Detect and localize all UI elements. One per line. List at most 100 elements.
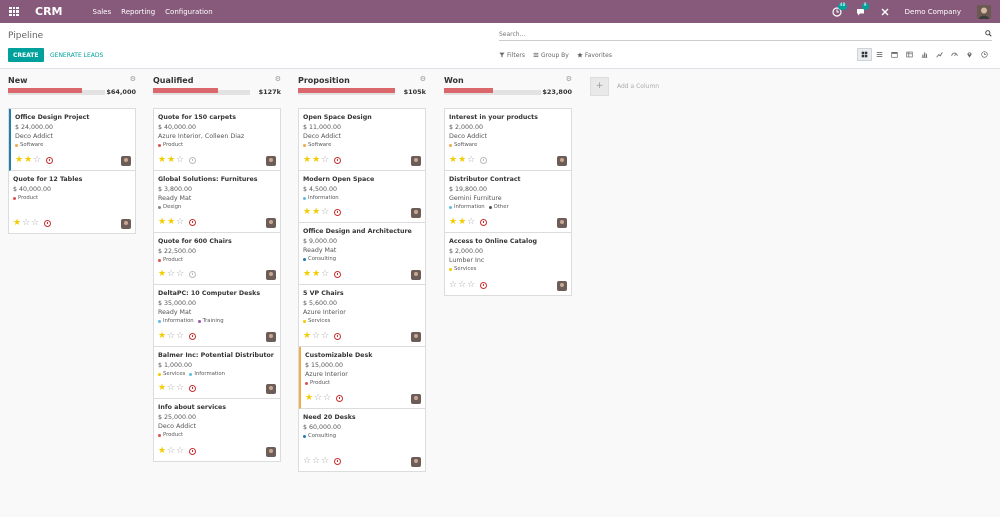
priority-star-icon[interactable]: ★ bbox=[158, 331, 167, 341]
column-title[interactable]: Qualified bbox=[153, 76, 194, 85]
priority-star-icon[interactable]: ☆ bbox=[467, 217, 476, 227]
kanban-card[interactable]: Access to Online Catalog $ 2,000.00 Lumber… bbox=[445, 233, 571, 295]
create-button[interactable]: CREATE bbox=[8, 48, 44, 62]
priority-star-icon[interactable]: ★ bbox=[24, 155, 33, 165]
priority-star-icon[interactable]: ★ bbox=[158, 217, 167, 227]
activity-clock-icon[interactable] bbox=[46, 157, 54, 164]
column-progressbar[interactable]: $23,800 bbox=[444, 88, 572, 97]
calendar-view-icon[interactable] bbox=[887, 48, 902, 61]
priority-star-icon[interactable]: ★ bbox=[303, 207, 312, 217]
priority-star-icon[interactable]: ★ bbox=[312, 207, 321, 217]
activity-clock-icon[interactable] bbox=[189, 448, 197, 455]
kanban-card[interactable]: Customizable Desk $ 15,000.00 Azure Interi… bbox=[299, 347, 425, 409]
priority-star-icon[interactable]: ☆ bbox=[312, 331, 321, 341]
priority-star-icon[interactable]: ★ bbox=[303, 155, 312, 165]
priority-star-icon[interactable]: ☆ bbox=[458, 280, 467, 290]
priority-star-icon[interactable]: ★ bbox=[158, 383, 167, 393]
kanban-card[interactable]: Office Design and Architecture $ 9,000.00… bbox=[299, 223, 425, 285]
messages-chat-icon[interactable]: 9 bbox=[855, 2, 869, 18]
favorites-dropdown[interactable]: Favorites bbox=[577, 52, 612, 59]
menu-item-reporting[interactable]: Reporting bbox=[121, 7, 156, 16]
priority-star-icon[interactable]: ☆ bbox=[176, 155, 185, 165]
gear-icon[interactable]: ⚙ bbox=[129, 75, 136, 83]
kanban-card[interactable]: Office Design Project $ 24,000.00 Deco Add… bbox=[9, 109, 135, 171]
activity-clock-icon[interactable] bbox=[334, 458, 342, 465]
activity-clock-icon[interactable] bbox=[334, 333, 342, 340]
search-icon[interactable] bbox=[985, 30, 992, 37]
kanban-card[interactable]: Global Solutions: Furnitures $ 3,800.00 Re… bbox=[154, 171, 280, 233]
kanban-card[interactable]: Balmer Inc: Potential Distributor $ 1,000… bbox=[154, 347, 280, 399]
priority-star-icon[interactable]: ★ bbox=[303, 269, 312, 279]
priority-star-icon[interactable]: ★ bbox=[158, 269, 167, 279]
column-progressbar[interactable]: $105k bbox=[298, 88, 426, 97]
activity-clock-icon[interactable] bbox=[44, 220, 52, 227]
priority-star-icon[interactable]: ☆ bbox=[167, 269, 176, 279]
dashboard-view-icon[interactable] bbox=[947, 48, 962, 61]
priority-star-icon[interactable]: ☆ bbox=[314, 393, 323, 403]
priority-star-icon[interactable]: ☆ bbox=[303, 456, 312, 466]
priority-star-icon[interactable]: ☆ bbox=[22, 218, 31, 228]
list-view-icon[interactable] bbox=[872, 48, 887, 61]
activity-clock-icon[interactable] bbox=[334, 157, 342, 164]
activity-clock-icon[interactable] bbox=[189, 271, 197, 278]
menu-item-configuration[interactable]: Configuration bbox=[165, 7, 213, 16]
priority-star-icon[interactable]: ☆ bbox=[312, 456, 321, 466]
activity-clock-icon[interactable] bbox=[189, 385, 197, 392]
priority-star-icon[interactable]: ★ bbox=[312, 269, 321, 279]
kanban-card[interactable]: Modern Open Space $ 4,500.00 Information ★ ★… bbox=[299, 171, 425, 223]
priority-star-icon[interactable]: ☆ bbox=[467, 280, 476, 290]
priority-star-icon[interactable]: ★ bbox=[449, 155, 458, 165]
app-brand[interactable]: CRM bbox=[35, 5, 63, 18]
priority-star-icon[interactable]: ★ bbox=[458, 155, 467, 165]
priority-star-icon[interactable]: ☆ bbox=[321, 207, 330, 217]
map-view-icon[interactable] bbox=[962, 48, 977, 61]
kanban-card[interactable]: Quote for 150 carpets $ 40,000.00 Azure In… bbox=[154, 109, 280, 171]
add-column-button[interactable]: + Add a Column bbox=[590, 76, 670, 96]
priority-star-icon[interactable]: ☆ bbox=[167, 383, 176, 393]
priority-star-icon[interactable]: ★ bbox=[458, 217, 467, 227]
priority-star-icon[interactable]: ☆ bbox=[167, 331, 176, 341]
priority-star-icon[interactable]: ☆ bbox=[449, 280, 458, 290]
apps-menu-icon[interactable] bbox=[9, 6, 19, 17]
filters-dropdown[interactable]: Filters bbox=[499, 52, 525, 59]
priority-star-icon[interactable]: ★ bbox=[167, 155, 176, 165]
activity-clock-icon[interactable] bbox=[334, 209, 342, 216]
kanban-card[interactable]: Need 20 Desks $ 60,000.00 Consulting ☆ ☆ ☆ bbox=[299, 409, 425, 471]
column-title[interactable]: Won bbox=[444, 76, 464, 85]
priority-star-icon[interactable]: ☆ bbox=[176, 331, 185, 341]
priority-star-icon[interactable]: ★ bbox=[158, 446, 167, 456]
priority-star-icon[interactable]: ☆ bbox=[176, 269, 185, 279]
kanban-card[interactable]: 5 VP Chairs $ 5,600.00 Azure Interior Servi… bbox=[299, 285, 425, 347]
kanban-card[interactable]: Open Space Design $ 11,000.00 Deco Addict S… bbox=[299, 109, 425, 171]
priority-star-icon[interactable]: ★ bbox=[167, 217, 176, 227]
priority-star-icon[interactable]: ★ bbox=[15, 155, 24, 165]
gear-icon[interactable]: ⚙ bbox=[565, 75, 572, 83]
menu-item-sales[interactable]: Sales bbox=[92, 7, 112, 16]
priority-star-icon[interactable]: ☆ bbox=[176, 446, 185, 456]
activity-clock-icon[interactable] bbox=[480, 282, 488, 289]
priority-star-icon[interactable]: ★ bbox=[312, 155, 321, 165]
user-avatar[interactable] bbox=[977, 4, 991, 19]
groupby-dropdown[interactable]: Group By bbox=[533, 52, 569, 59]
priority-star-icon[interactable]: ★ bbox=[449, 217, 458, 227]
gear-icon[interactable]: ⚙ bbox=[419, 75, 426, 83]
priority-star-icon[interactable]: ★ bbox=[305, 393, 314, 403]
priority-star-icon[interactable]: ☆ bbox=[321, 155, 330, 165]
generate-leads-button[interactable]: GENERATE LEADS bbox=[50, 51, 104, 59]
column-progressbar[interactable]: $64,000 bbox=[8, 88, 136, 97]
activity-clock-icon[interactable] bbox=[480, 157, 488, 164]
priority-star-icon[interactable]: ☆ bbox=[323, 393, 332, 403]
column-progressbar[interactable]: $127k bbox=[153, 88, 281, 97]
priority-star-icon[interactable]: ★ bbox=[303, 331, 312, 341]
priority-star-icon[interactable]: ★ bbox=[13, 218, 22, 228]
pivot-view-icon[interactable] bbox=[902, 48, 917, 61]
priority-star-icon[interactable]: ☆ bbox=[176, 217, 185, 227]
priority-star-icon[interactable]: ☆ bbox=[33, 155, 42, 165]
priority-star-icon[interactable]: ☆ bbox=[176, 383, 185, 393]
activity-clock-icon[interactable] bbox=[189, 333, 197, 340]
kanban-card[interactable]: Info about services $ 25,000.00 Deco Addic… bbox=[154, 399, 280, 461]
priority-star-icon[interactable]: ☆ bbox=[167, 446, 176, 456]
kanban-card[interactable]: Distributor Contract $ 19,800.00 Gemini Fu… bbox=[445, 171, 571, 233]
gear-icon[interactable]: ⚙ bbox=[274, 75, 281, 83]
search-input[interactable] bbox=[499, 29, 969, 40]
